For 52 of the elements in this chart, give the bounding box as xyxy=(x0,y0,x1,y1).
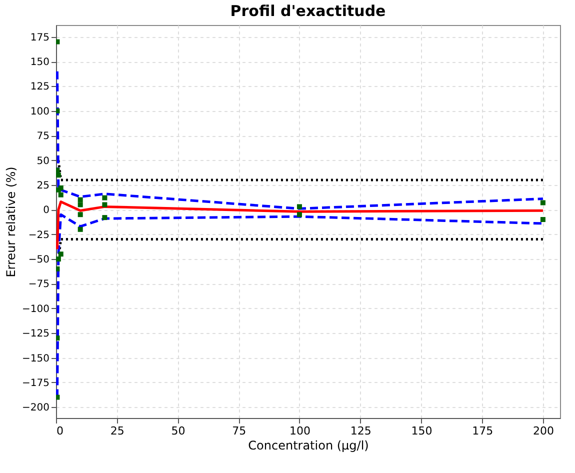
point xyxy=(296,204,302,210)
x-tick-label: 75 xyxy=(232,424,246,438)
point xyxy=(56,108,60,114)
point xyxy=(296,212,302,218)
point xyxy=(78,226,83,232)
y-tick-label: 150 xyxy=(30,57,50,68)
x-tick-label: 0 xyxy=(56,424,64,438)
point xyxy=(56,168,60,173)
x-tick-label: 125 xyxy=(350,424,372,438)
point xyxy=(56,336,60,341)
x-axis-title: Concentration (µg/l) xyxy=(248,438,369,452)
y-tick-label: −125 xyxy=(22,328,50,340)
x-tick-label: 200 xyxy=(532,424,554,438)
point xyxy=(78,197,83,202)
point xyxy=(58,252,64,257)
y-tick-label: 125 xyxy=(30,82,50,93)
point xyxy=(102,215,108,220)
point xyxy=(102,202,108,208)
y-axis-title: Erreur relative (%) xyxy=(4,166,18,278)
y-tick-label: −75 xyxy=(28,279,50,290)
y-tick-label: −200 xyxy=(22,402,50,414)
y-tick-label: 50 xyxy=(36,156,50,167)
y-tick-label: 100 xyxy=(30,106,50,118)
x-tick-label: 175 xyxy=(472,424,494,438)
point xyxy=(56,256,61,262)
y-tick-label: −150 xyxy=(22,353,50,364)
y-tick-label: 25 xyxy=(36,180,50,192)
line-series xyxy=(56,200,544,250)
point xyxy=(102,195,108,200)
x-tick-label: 25 xyxy=(110,424,124,438)
x-tick-label: 100 xyxy=(289,424,310,438)
y-tick-label: 75 xyxy=(36,131,50,142)
chart-title: Profil d'exactitude xyxy=(230,2,386,20)
point xyxy=(56,266,60,272)
x-tick-label: 50 xyxy=(171,424,186,438)
y-tick-label: −100 xyxy=(22,304,50,315)
point xyxy=(540,217,546,222)
y-tick-label: −50 xyxy=(28,254,50,266)
point xyxy=(58,185,64,190)
line-series xyxy=(56,70,544,210)
point xyxy=(78,202,83,208)
point xyxy=(56,172,61,178)
y-tick-label: 175 xyxy=(30,32,50,44)
y-tick-label: −25 xyxy=(28,230,50,241)
y-tick-label: −175 xyxy=(22,378,50,389)
y-tick-label: 0 xyxy=(43,205,50,216)
point xyxy=(56,39,60,44)
point xyxy=(540,200,546,206)
point xyxy=(56,394,60,400)
point xyxy=(58,192,64,198)
point xyxy=(78,212,83,218)
x-tick-label: 150 xyxy=(411,424,432,438)
